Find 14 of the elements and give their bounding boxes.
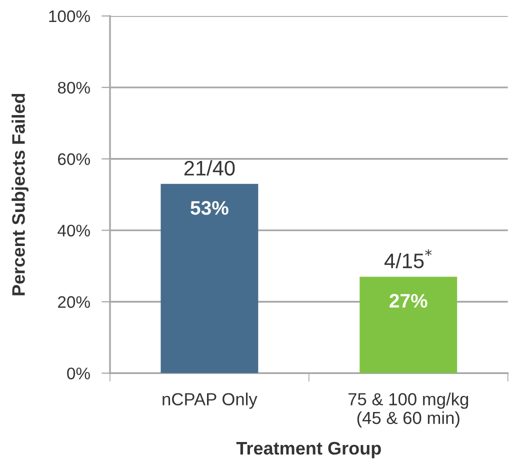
y-tick-label: 60% [58, 153, 90, 166]
y-tick-label: 40% [58, 224, 90, 237]
annotation: 4/15$^{*}$ [384, 249, 432, 268]
y-tick-label: 20% [58, 296, 90, 308]
x-axis-title: Treatment Group [236, 442, 381, 458]
y-axis-title: Percent Subjects Failed [12, 94, 28, 296]
data-label: 53% [190, 201, 228, 215]
annotation: 21/40 [184, 160, 235, 176]
data-label: 27% [390, 294, 428, 308]
y-tick-label: 100% [49, 10, 90, 22]
x-tick-label: nCPAP Only [162, 392, 258, 409]
y-tick-label: 0% [67, 368, 90, 380]
x-tick-label: 75 & 100 mg/kg (45 & 60 min) [348, 392, 468, 428]
y-tick-label: 80% [58, 82, 90, 94]
